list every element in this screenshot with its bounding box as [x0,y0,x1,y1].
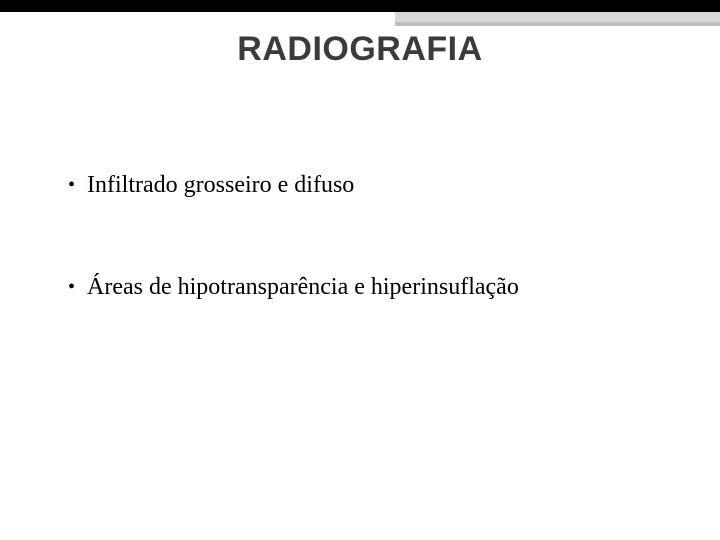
list-item: • Áreas de hipotransparência e hiperinsu… [68,272,668,302]
slide-title: RADIOGRAFIA [0,30,720,69]
list-item: • Infiltrado grosseiro e difuso [68,170,668,200]
bullet-text: Áreas de hipotransparência e hiperinsufl… [87,272,519,302]
bullet-marker: • [68,272,75,302]
top-accent-medium [395,22,720,26]
bullet-marker: • [68,170,75,200]
top-bar [0,0,720,12]
top-accent-light [395,12,720,22]
bullet-list: • Infiltrado grosseiro e difuso • Áreas … [68,170,668,374]
bullet-text: Infiltrado grosseiro e difuso [87,170,354,200]
